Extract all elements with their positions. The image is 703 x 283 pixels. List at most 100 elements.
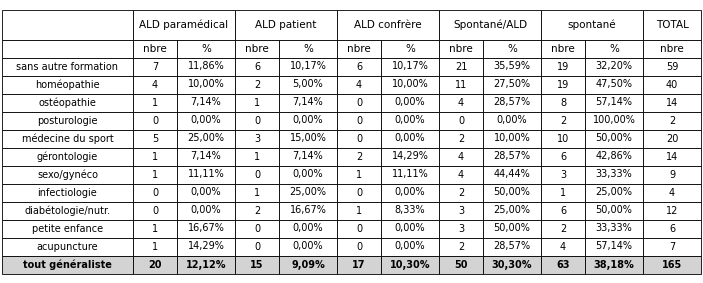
Text: 10,00%: 10,00% — [188, 80, 224, 89]
Bar — [541, 183, 585, 201]
Bar — [381, 147, 439, 166]
Text: 7,14%: 7,14% — [191, 98, 221, 108]
Bar — [177, 256, 235, 273]
Bar — [439, 220, 483, 237]
Text: 28,57%: 28,57% — [494, 151, 531, 162]
Text: 59: 59 — [666, 61, 678, 72]
Text: 1: 1 — [152, 170, 158, 179]
Text: 1: 1 — [560, 188, 566, 198]
Text: 6: 6 — [356, 61, 362, 72]
Bar — [643, 112, 701, 130]
Text: 21: 21 — [455, 61, 467, 72]
Text: 50,00%: 50,00% — [494, 188, 531, 198]
Bar — [381, 201, 439, 220]
Text: nbre: nbre — [143, 44, 167, 53]
Bar — [2, 130, 133, 147]
Bar — [585, 76, 643, 93]
Bar — [133, 237, 177, 256]
Text: 1: 1 — [254, 98, 260, 108]
Bar — [541, 112, 585, 130]
Text: %: % — [507, 44, 517, 53]
Bar — [483, 112, 541, 130]
Text: ALD patient: ALD patient — [255, 20, 316, 29]
Text: 10,30%: 10,30% — [389, 260, 430, 269]
Text: 0,00%: 0,00% — [394, 241, 425, 252]
Bar — [2, 237, 133, 256]
Bar — [133, 112, 177, 130]
Bar — [585, 57, 643, 76]
Text: 2: 2 — [560, 224, 566, 233]
Text: 32,20%: 32,20% — [595, 61, 633, 72]
Bar — [643, 76, 701, 93]
Text: 0: 0 — [152, 115, 158, 125]
Text: 4: 4 — [458, 98, 464, 108]
Text: 25,00%: 25,00% — [595, 188, 633, 198]
Text: 11,11%: 11,11% — [392, 170, 428, 179]
Bar — [643, 220, 701, 237]
Bar — [337, 112, 381, 130]
Bar — [2, 112, 133, 130]
Text: médecine du sport: médecine du sport — [22, 133, 113, 144]
Bar — [643, 201, 701, 220]
Bar — [337, 57, 381, 76]
Text: 1: 1 — [356, 170, 362, 179]
Text: 4: 4 — [458, 170, 464, 179]
Bar — [483, 237, 541, 256]
Text: 8: 8 — [560, 98, 566, 108]
Text: 63: 63 — [556, 260, 569, 269]
Text: TOTAL: TOTAL — [656, 20, 688, 29]
Text: nbre: nbre — [551, 44, 575, 53]
Bar — [643, 166, 701, 183]
Bar — [643, 57, 701, 76]
Bar — [541, 220, 585, 237]
Text: 6: 6 — [560, 151, 566, 162]
Bar — [585, 147, 643, 166]
Text: 0: 0 — [356, 134, 362, 143]
Text: nbre: nbre — [245, 44, 269, 53]
Text: posturologie: posturologie — [37, 115, 98, 125]
Text: 33,33%: 33,33% — [595, 224, 633, 233]
Bar — [381, 256, 439, 273]
Bar — [541, 201, 585, 220]
Bar — [337, 130, 381, 147]
Bar — [585, 256, 643, 273]
Bar — [585, 220, 643, 237]
Bar — [235, 93, 279, 112]
Bar — [439, 112, 483, 130]
Bar — [133, 147, 177, 166]
Text: 30,30%: 30,30% — [492, 260, 532, 269]
Bar — [279, 220, 337, 237]
Bar — [235, 166, 279, 183]
Bar — [483, 93, 541, 112]
Bar — [177, 183, 235, 201]
Bar — [2, 76, 133, 93]
Text: 20: 20 — [666, 134, 678, 143]
Text: 2: 2 — [356, 151, 362, 162]
Bar — [541, 93, 585, 112]
Bar — [381, 220, 439, 237]
Bar — [381, 57, 439, 76]
Bar — [133, 201, 177, 220]
Text: 5: 5 — [152, 134, 158, 143]
Bar — [235, 40, 279, 57]
Text: 50,00%: 50,00% — [595, 134, 633, 143]
Text: 6: 6 — [560, 205, 566, 215]
Bar — [177, 93, 235, 112]
Bar — [133, 183, 177, 201]
Text: 11,11%: 11,11% — [188, 170, 224, 179]
Bar — [439, 147, 483, 166]
Text: 47,50%: 47,50% — [595, 80, 633, 89]
Bar — [585, 40, 643, 57]
Bar — [439, 76, 483, 93]
Text: diabétologie/nutr.: diabétologie/nutr. — [25, 205, 110, 216]
Text: ALD paramédical: ALD paramédical — [139, 19, 228, 30]
Text: 14,29%: 14,29% — [188, 241, 224, 252]
Bar — [2, 40, 133, 57]
Bar — [2, 166, 133, 183]
Text: 10,00%: 10,00% — [494, 134, 530, 143]
Text: 11: 11 — [455, 80, 467, 89]
Bar — [483, 76, 541, 93]
Text: homéopathie: homéopathie — [35, 79, 100, 90]
Text: Spontané/ALD: Spontané/ALD — [453, 19, 527, 30]
Bar — [279, 147, 337, 166]
